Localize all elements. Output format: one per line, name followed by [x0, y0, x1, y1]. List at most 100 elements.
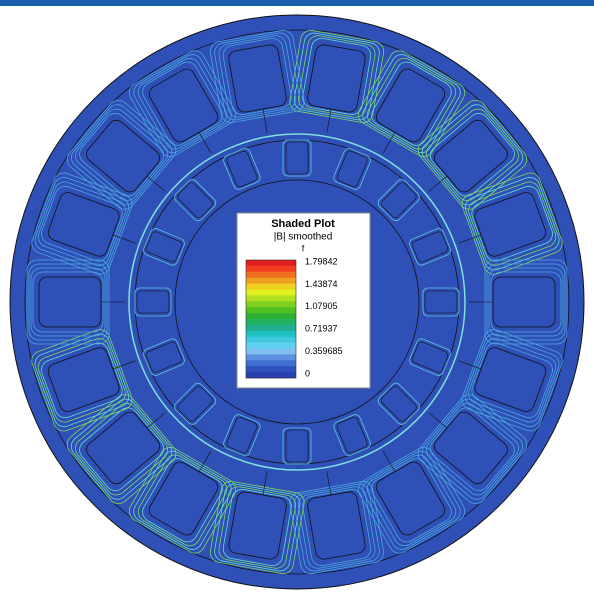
rotor-slot [377, 179, 420, 222]
slot [357, 50, 466, 157]
rotor-slot [409, 338, 451, 376]
flux-line [409, 338, 451, 376]
tooth-line [112, 360, 136, 370]
slot-body [433, 119, 508, 193]
color-band [246, 348, 296, 355]
color-band [246, 307, 296, 314]
slot-body [307, 491, 366, 560]
rotor-bar [411, 231, 449, 263]
slot [289, 29, 385, 133]
rotor-slot [174, 382, 217, 425]
flux-line [174, 179, 217, 222]
color-band [246, 330, 296, 337]
rotor-slot [134, 287, 172, 317]
flux-line [223, 414, 261, 456]
color-band [246, 289, 296, 296]
legend-label: 0.71937 [305, 324, 338, 334]
color-band [246, 372, 296, 379]
rotor-bar [381, 386, 417, 422]
rotor-bar [145, 231, 183, 263]
rotor-slot [143, 338, 185, 376]
flux-line [377, 179, 420, 222]
tooth-line [198, 450, 212, 472]
legend-title: Shaded Plot [271, 218, 335, 230]
rotor-slot [422, 287, 460, 317]
color-band [246, 301, 296, 308]
legend-label: 0.359685 [305, 346, 343, 356]
flux-line [282, 427, 312, 465]
legend-label: 0 [305, 368, 310, 378]
tooth-line [146, 412, 166, 429]
tooth-line [458, 360, 482, 370]
rotor-bar [381, 182, 417, 218]
rotor-slot [143, 228, 185, 266]
color-bar [245, 259, 297, 379]
slot [289, 471, 385, 575]
color-band [246, 342, 296, 349]
rotor-bar [285, 141, 309, 175]
flux-line [143, 228, 185, 266]
slot-body [307, 44, 366, 113]
slots [26, 29, 568, 575]
color-band [246, 354, 296, 361]
rotor-bar [177, 182, 213, 218]
legend: Shaded Plot |B| smoothed f 1.79842 1.4387… [236, 212, 371, 389]
color-band [246, 313, 296, 320]
slot-body [228, 44, 287, 113]
tooth-line [382, 132, 396, 154]
slot [458, 172, 563, 275]
slot [417, 99, 528, 210]
slot [66, 394, 177, 505]
legend-label: 1.43874 [305, 279, 338, 289]
slot [128, 447, 237, 554]
legend-label: 1.79842 [305, 256, 338, 266]
tooth-line [326, 108, 332, 133]
slot [209, 471, 305, 575]
rotor-slot [282, 427, 312, 465]
stator-edge [24, 29, 570, 575]
slot [458, 329, 563, 432]
color-band [246, 360, 296, 367]
rotor-slot [174, 179, 217, 222]
slot [31, 329, 136, 432]
slot [66, 99, 177, 210]
rotor-bar [336, 150, 368, 188]
rotor-slot [333, 414, 371, 456]
color-band [246, 295, 296, 302]
color-bar-frame [245, 259, 297, 379]
flux-line [377, 382, 420, 425]
color-band [246, 336, 296, 343]
rotor-bar [136, 290, 170, 314]
color-band [246, 366, 296, 373]
slot [26, 259, 125, 345]
tooth-line [146, 175, 166, 192]
tooth-line [262, 108, 268, 133]
slot [469, 259, 568, 345]
rotor-bar [177, 386, 213, 422]
rotor-bar [145, 341, 183, 373]
color-band [246, 265, 296, 273]
rotor-bar [226, 416, 258, 454]
rotor-slot [223, 414, 261, 456]
rotor-teeth [134, 139, 460, 465]
flux-line [333, 414, 371, 456]
slot-body [38, 276, 102, 328]
slot-body [228, 491, 287, 560]
legend-unit: f [302, 243, 305, 253]
slot-body [492, 276, 556, 328]
tooth-line [326, 471, 332, 496]
slot [209, 29, 305, 133]
tooth-line [112, 234, 136, 244]
tooth-line [262, 471, 268, 496]
legend-subtitle: |B| smoothed [274, 232, 333, 243]
tooth-line [382, 450, 396, 472]
rotor-bar [411, 341, 449, 373]
slot-body [86, 119, 161, 193]
flux-line [409, 228, 451, 266]
slot [417, 394, 528, 505]
flux-line [134, 287, 172, 317]
legend-label: 1.07905 [305, 301, 338, 311]
rotor-slot [282, 139, 312, 177]
